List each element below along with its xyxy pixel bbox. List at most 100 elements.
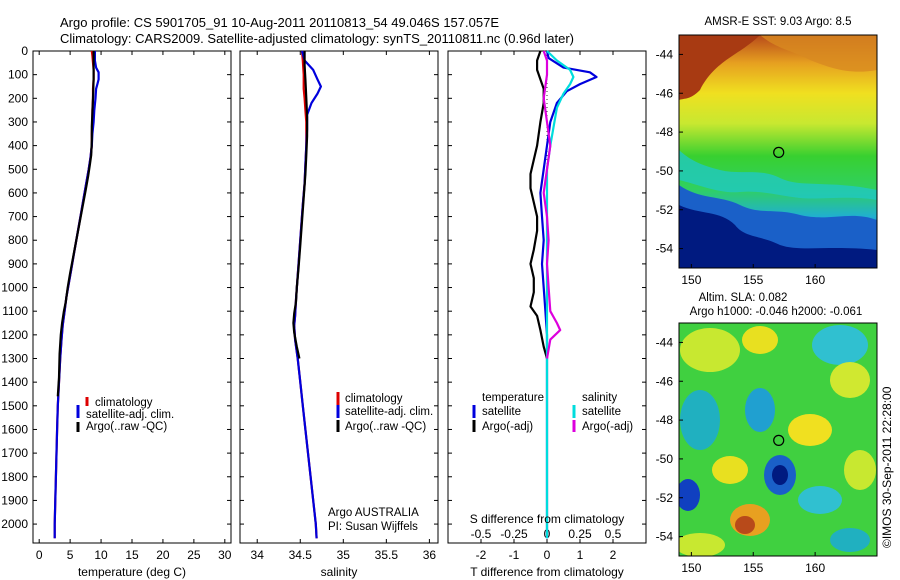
- lat-tick-label: -50: [656, 452, 674, 466]
- depth-tick-label: 200: [8, 91, 28, 105]
- legend-climatology: climatology: [345, 393, 403, 405]
- legend-satellite: satellite-adj. clim.: [345, 406, 433, 418]
- depth-tick-label: 100: [8, 68, 28, 82]
- s-difference-tick-label: 0.5: [605, 527, 622, 541]
- x-tick-label: 2: [610, 548, 617, 562]
- depth-tick-label: 1900: [1, 493, 28, 507]
- sla-map-subtitle: Argo h1000: -0.046 h2000: -0.061: [690, 306, 863, 318]
- legend-t-argo: Argo(-adj): [482, 421, 533, 433]
- salinity-legend: climatology satellite-adj. clim. Argo(..…: [336, 392, 433, 433]
- legend-salinity-heading: salinity: [582, 392, 617, 404]
- x-tick-label: 34: [251, 548, 265, 562]
- lon-tick-label: 150: [681, 561, 701, 575]
- temperature-axes-frame: [32, 50, 232, 544]
- s-difference-tick-label: -0.5: [471, 527, 492, 541]
- x-tick-label: 0: [36, 548, 43, 562]
- difference-series: [529, 50, 598, 539]
- temperature-axis-label: temperature (deg C): [78, 565, 186, 579]
- x-tick-label: 15: [125, 548, 139, 562]
- difference-x-axis: -2 -1 0 1 2: [476, 51, 617, 562]
- lat-tick-label: -46: [656, 374, 674, 388]
- lon-tick-label: 155: [743, 561, 763, 575]
- depth-tick-label: 900: [8, 257, 28, 271]
- sla-map-panel: Altim. SLA: 0.082 Argo h1000: -0.046 h20…: [656, 292, 878, 575]
- salinity-axis-label: salinity: [321, 565, 358, 579]
- legend-s-argo: Argo(-adj): [582, 421, 633, 433]
- depth-tick-label: 1600: [1, 422, 28, 436]
- temperature-legend: climatology satellite-adj. clim. Argo(..…: [76, 397, 174, 433]
- series-line-s_argo: [542, 50, 562, 359]
- figure-title-line2: Climatology: CARS2009. Satellite-adjuste…: [60, 31, 574, 46]
- difference-top-ticks: -0.5 -0.25 0 0.25 0.5: [471, 527, 622, 541]
- depth-tick-label: 1200: [1, 328, 28, 342]
- legend-t-satellite: satellite: [482, 406, 521, 418]
- sla-map-axes: 150 155 160 -44 -46 -48 -50 -52 -54: [656, 335, 826, 575]
- depth-tick-label: 500: [8, 162, 28, 176]
- series-line-argo: [56, 51, 95, 397]
- series-line-argo: [292, 51, 309, 359]
- x-tick-label: -2: [476, 548, 487, 562]
- depth-axis: 0 100 200 300 400 500 600 700 800 900 1000 1100 1200…: [1, 44, 231, 531]
- lat-tick-label: -46: [656, 86, 674, 100]
- salinity-series: [292, 50, 322, 539]
- x-tick-label: 1: [577, 548, 584, 562]
- salinity-x-axis: 34 34.5 35 35.5 36: [251, 51, 436, 562]
- depth-tick-label: 600: [8, 186, 28, 200]
- legend-satellite: satellite-adj. clim.: [86, 409, 174, 421]
- depth-tick-label: 800: [8, 233, 28, 247]
- legend-argo: Argo(..raw -QC): [345, 421, 426, 433]
- salinity-panel: 34 34.5 35 35.5 36 salinity climatology sate…: [239, 50, 439, 579]
- lat-tick-label: -54: [656, 530, 674, 544]
- sla-map-field: [679, 323, 877, 556]
- info-line1: Argo AUSTRALIA: [328, 507, 419, 519]
- lon-tick-label: 160: [805, 273, 825, 287]
- difference-y-ticks: [448, 50, 646, 525]
- sst-map-title: AMSR-E SST: 9.03 Argo: 8.5: [704, 16, 851, 28]
- difference-panel: -2 -1 0 1 2 -0.5 -0.25 0 0.25 0.5 T difference f…: [447, 50, 647, 579]
- depth-tick-label: 2000: [1, 517, 28, 531]
- depth-tick-label: 1700: [1, 446, 28, 460]
- x-tick-label: 5: [67, 548, 74, 562]
- lat-tick-label: -52: [656, 491, 674, 505]
- s-difference-axis-label: S difference from climatology: [470, 512, 625, 526]
- imos-credit: ©IMOS 30-Sep-2011 22:28:00: [880, 386, 894, 548]
- lat-tick-label: -48: [656, 125, 674, 139]
- series-line-s_sat: [545, 50, 575, 539]
- depth-tick-label: 1500: [1, 399, 28, 413]
- x-tick-label: 0: [544, 548, 551, 562]
- x-tick-label: 10: [94, 548, 108, 562]
- lat-tick-label: -50: [656, 164, 674, 178]
- x-tick-label: -1: [509, 548, 520, 562]
- lat-tick-label: -48: [656, 413, 674, 427]
- x-tick-label: 35.5: [375, 548, 399, 562]
- argo-location-marker: [773, 434, 785, 446]
- depth-tick-label: 400: [8, 139, 28, 153]
- x-tick-label: 34.5: [289, 548, 313, 562]
- lon-tick-label: 155: [743, 273, 763, 287]
- depth-tick-label: 1100: [2, 304, 28, 318]
- x-tick-label: 25: [187, 548, 201, 562]
- x-tick-label: 20: [156, 548, 170, 562]
- temperature-panel: 0100200300400500600700800900100011001200…: [1, 44, 232, 579]
- series-line-t_argo: [529, 50, 549, 359]
- legend-temperature-heading: temperature: [482, 392, 544, 404]
- info-line2: PI: Susan Wijffels: [328, 521, 418, 533]
- x-tick-label: 30: [218, 548, 232, 562]
- sla-map-frame: [678, 322, 878, 557]
- depth-tick-label: 1000: [1, 281, 28, 295]
- difference-legend: temperature satellite Argo(-adj) salinit…: [472, 392, 633, 433]
- x-tick-label: 35: [337, 548, 351, 562]
- legend-s-satellite: satellite: [582, 406, 621, 418]
- salinity-axes-frame: [239, 50, 439, 544]
- sst-map-frame: [678, 34, 878, 269]
- depth-tick-label: 1800: [1, 470, 28, 484]
- depth-tick-label: 1300: [1, 352, 28, 366]
- legend-climatology: climatology: [95, 397, 153, 409]
- s-difference-tick-label: 0.25: [568, 527, 592, 541]
- lon-tick-label: 150: [681, 273, 701, 287]
- depth-tick-label: 0: [21, 44, 28, 58]
- temperature-series: [53, 50, 100, 539]
- salinity-y-ticks: [240, 50, 438, 525]
- sst-map-field: [679, 35, 877, 268]
